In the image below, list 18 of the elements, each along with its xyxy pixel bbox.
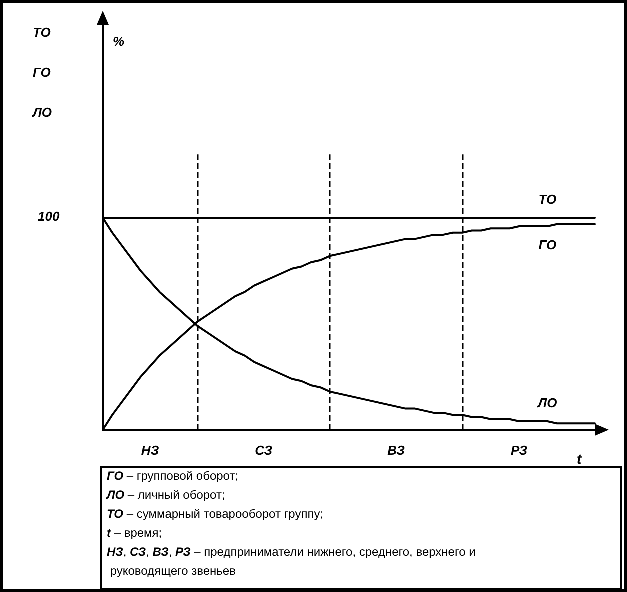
x-axis-title: t	[577, 451, 583, 467]
x-tick-label: НЗ	[141, 443, 160, 458]
series-label: ЛО	[537, 396, 558, 411]
text: 100	[38, 209, 60, 224]
text: НЗ, СЗ, ВЗ, РЗ – предприниматели нижнего, среднего, верхнего и руководящего звеньев	[107, 545, 476, 578]
text: %	[113, 34, 125, 49]
text: ГО – групповой оборот;	[107, 469, 239, 483]
x-tick-label: РЗ	[511, 443, 528, 458]
series-label: ГО	[538, 237, 557, 252]
text: ЛО – личный оборот;	[106, 488, 226, 502]
text: ТО – суммарный товарооборот группу;	[107, 507, 324, 521]
text: ГО	[33, 65, 51, 80]
x-tick-label: СЗ	[255, 443, 274, 458]
x-tick-label: ВЗ	[388, 443, 406, 458]
text: t – время;	[107, 526, 162, 540]
series-label: ТО	[538, 192, 557, 207]
text: ТО	[33, 25, 51, 40]
text: ЛО	[32, 105, 52, 120]
